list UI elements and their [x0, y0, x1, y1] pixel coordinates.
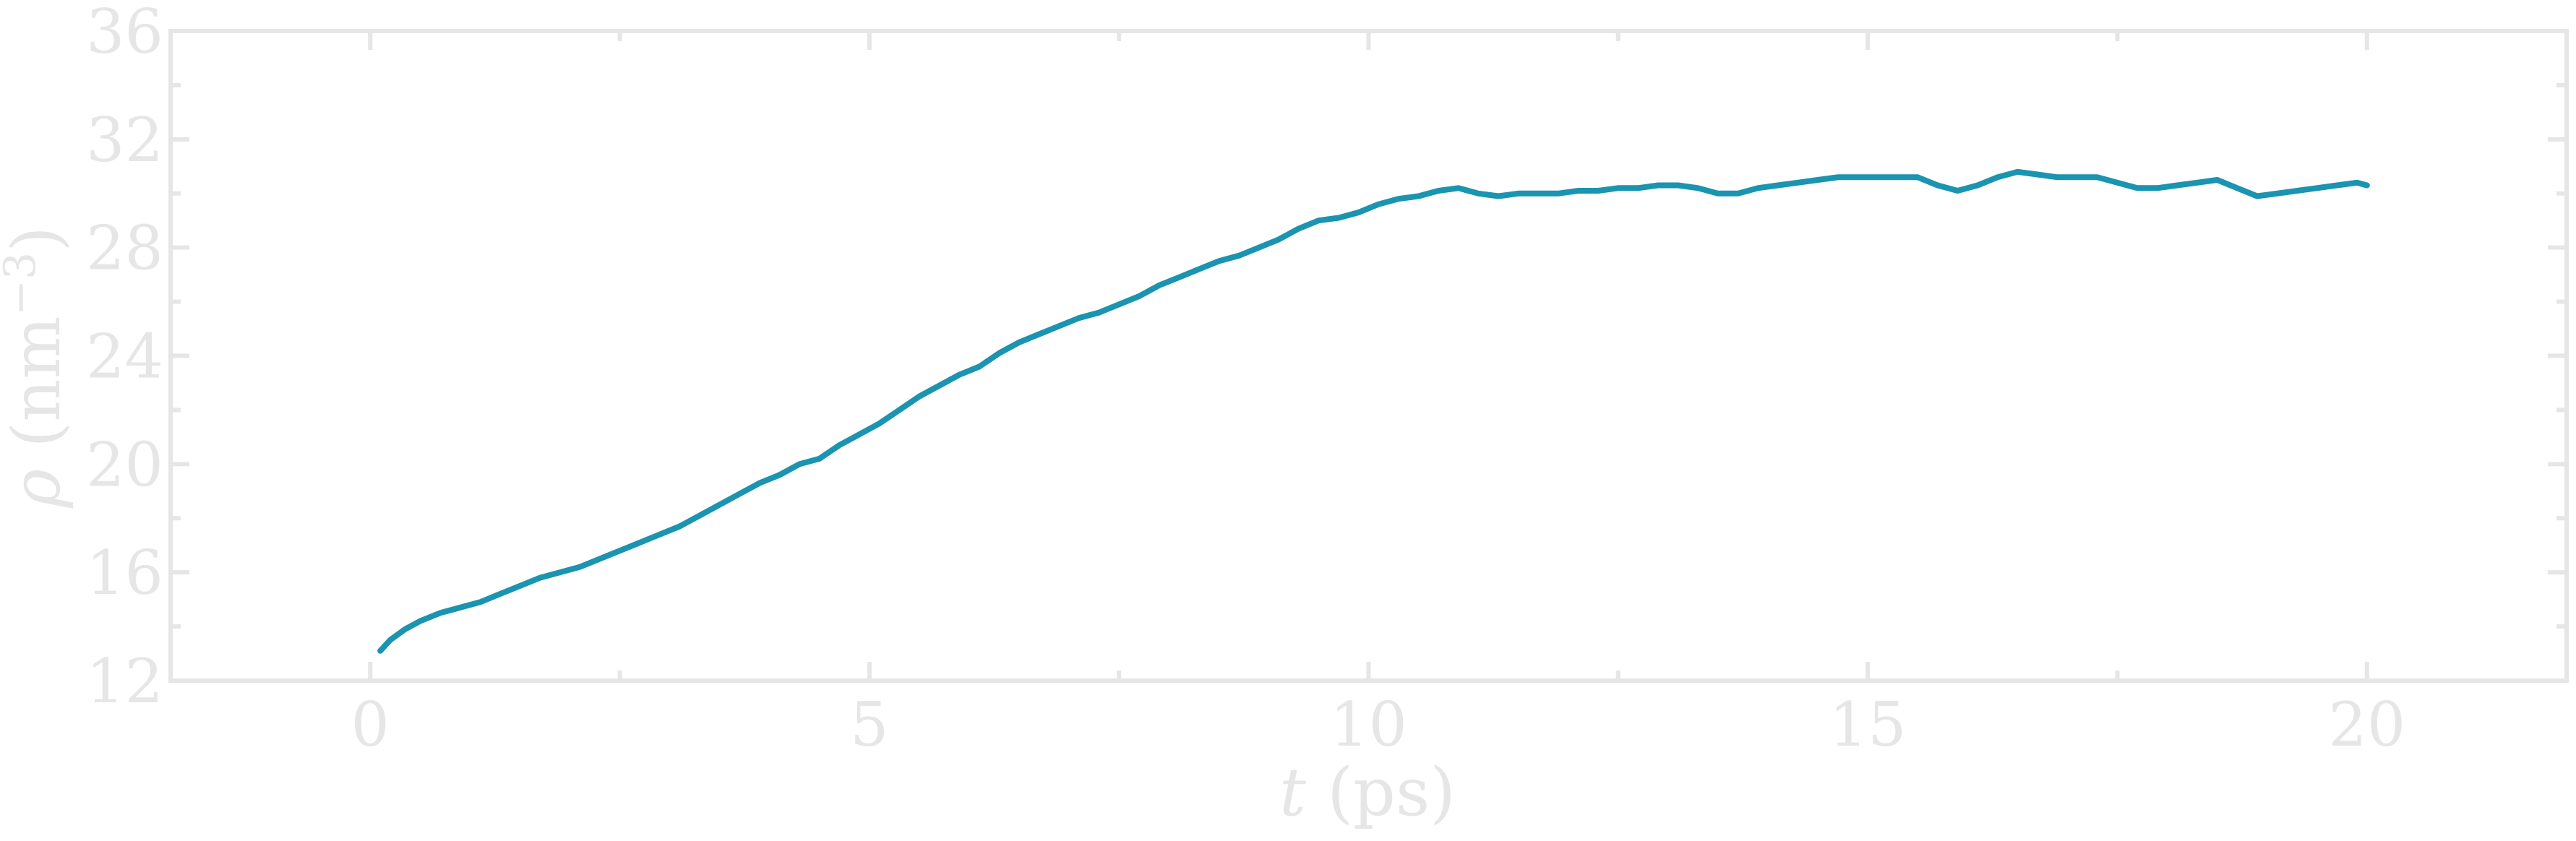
- y-tick-label: 36: [86, 0, 163, 67]
- y-tick-label: 28: [86, 213, 163, 284]
- tick-labels: 0 5 10 15 20 12 16 20 24 28 32 36: [86, 0, 2405, 760]
- y-axis-label: ρ (nm−3): [0, 226, 75, 509]
- y-axis-label-close: ): [0, 226, 75, 252]
- y-axis-label-var: ρ: [0, 469, 75, 509]
- x-axis-label-unit: (ps): [1306, 754, 1456, 831]
- x-tick-label: 5: [850, 689, 888, 760]
- y-tick-label: 16: [86, 538, 163, 608]
- y-tick-label: 12: [86, 646, 163, 717]
- x-tick-label: 0: [351, 689, 390, 760]
- y-tick-label: 24: [86, 322, 163, 392]
- x-tick-label: 15: [1829, 689, 1907, 760]
- y-axis-label-unit: (nm: [0, 316, 75, 469]
- x-tick-label: 10: [1330, 689, 1407, 760]
- x-axis-label: t (ps): [1279, 754, 1456, 831]
- x-axis-label-var: t: [1279, 754, 1307, 831]
- x-tick-label: 20: [2328, 689, 2405, 760]
- series-line: [377, 168, 2370, 654]
- plot-frame: [168, 29, 2569, 683]
- y-tick-label: 20: [86, 429, 163, 500]
- y-axis-label-exponent: −3: [0, 252, 46, 316]
- y-tick-label: 32: [86, 105, 163, 176]
